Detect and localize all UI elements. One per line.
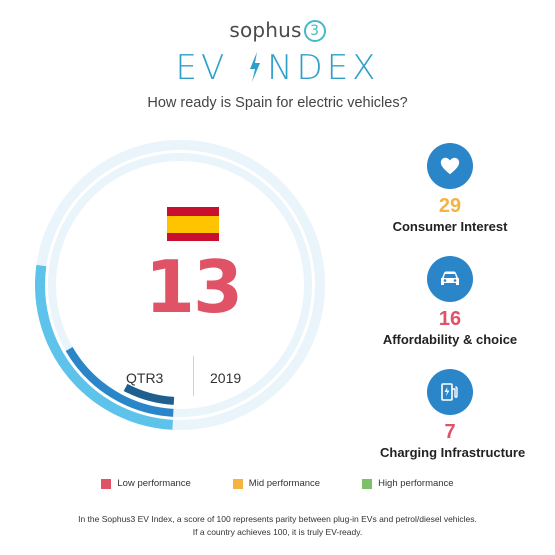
title-right: NDEX xyxy=(267,48,380,88)
score-gauge xyxy=(35,140,325,430)
legend-mid-swatch xyxy=(232,478,243,489)
legend-high-label: High performance xyxy=(378,478,454,489)
footnote: In the Sophus3 EV Index, a score of 100 … xyxy=(0,513,555,539)
car-icon xyxy=(427,256,473,302)
consumer-interest-label: Consumer Interest xyxy=(392,219,508,234)
consumer-interest-value: 29 xyxy=(438,195,462,217)
gauge-arc-outer xyxy=(35,264,173,430)
period-divider xyxy=(193,356,194,396)
gauge-arc-middle xyxy=(65,346,174,417)
affordability-label: Affordability & choice xyxy=(382,332,518,347)
footnote-line-2: If a country achieves 100, it is truly E… xyxy=(192,527,363,537)
legend-low-swatch xyxy=(101,478,112,489)
page-title: EV NDEX xyxy=(0,48,555,88)
legend-high-swatch xyxy=(362,478,373,489)
metric-affordability: 16 Affordability & choice xyxy=(380,256,520,347)
lightning-bolt-icon xyxy=(250,52,261,82)
legend-mid-label: Mid performance xyxy=(248,478,321,489)
charging-station-icon xyxy=(427,369,473,415)
brand-number: 3 xyxy=(303,20,326,42)
performance-legend: Low performance Mid performance High per… xyxy=(0,478,555,489)
legend-high: High performance xyxy=(362,478,454,489)
legend-mid: Mid performance xyxy=(232,478,321,489)
charging-label: Charging Infrastructure xyxy=(380,445,526,460)
affordability-value: 16 xyxy=(438,308,462,330)
heart-icon xyxy=(427,143,473,189)
legend-low: Low performance xyxy=(101,478,191,489)
page-subtitle: How ready is Spain for electric vehicles… xyxy=(147,95,408,111)
spain-flag xyxy=(167,207,219,241)
gauge-track-inner xyxy=(48,153,312,417)
legend-low-label: Low performance xyxy=(117,478,191,489)
metric-consumer-interest: 29 Consumer Interest xyxy=(380,143,520,234)
quarter-label: QTR3 xyxy=(126,370,164,386)
score-value: 13 xyxy=(144,245,243,329)
brand-name: sophus xyxy=(229,18,302,42)
gauge-arc-inner xyxy=(123,383,175,405)
brand-logo: sophus 3 xyxy=(0,18,555,42)
year-label: 2019 xyxy=(210,370,242,386)
title-left: EV xyxy=(175,48,229,88)
footnote-line-1: In the Sophus3 EV Index, a score of 100 … xyxy=(78,514,477,524)
charging-value: 7 xyxy=(444,421,456,443)
metric-charging: 7 Charging Infrastructure xyxy=(380,369,526,460)
